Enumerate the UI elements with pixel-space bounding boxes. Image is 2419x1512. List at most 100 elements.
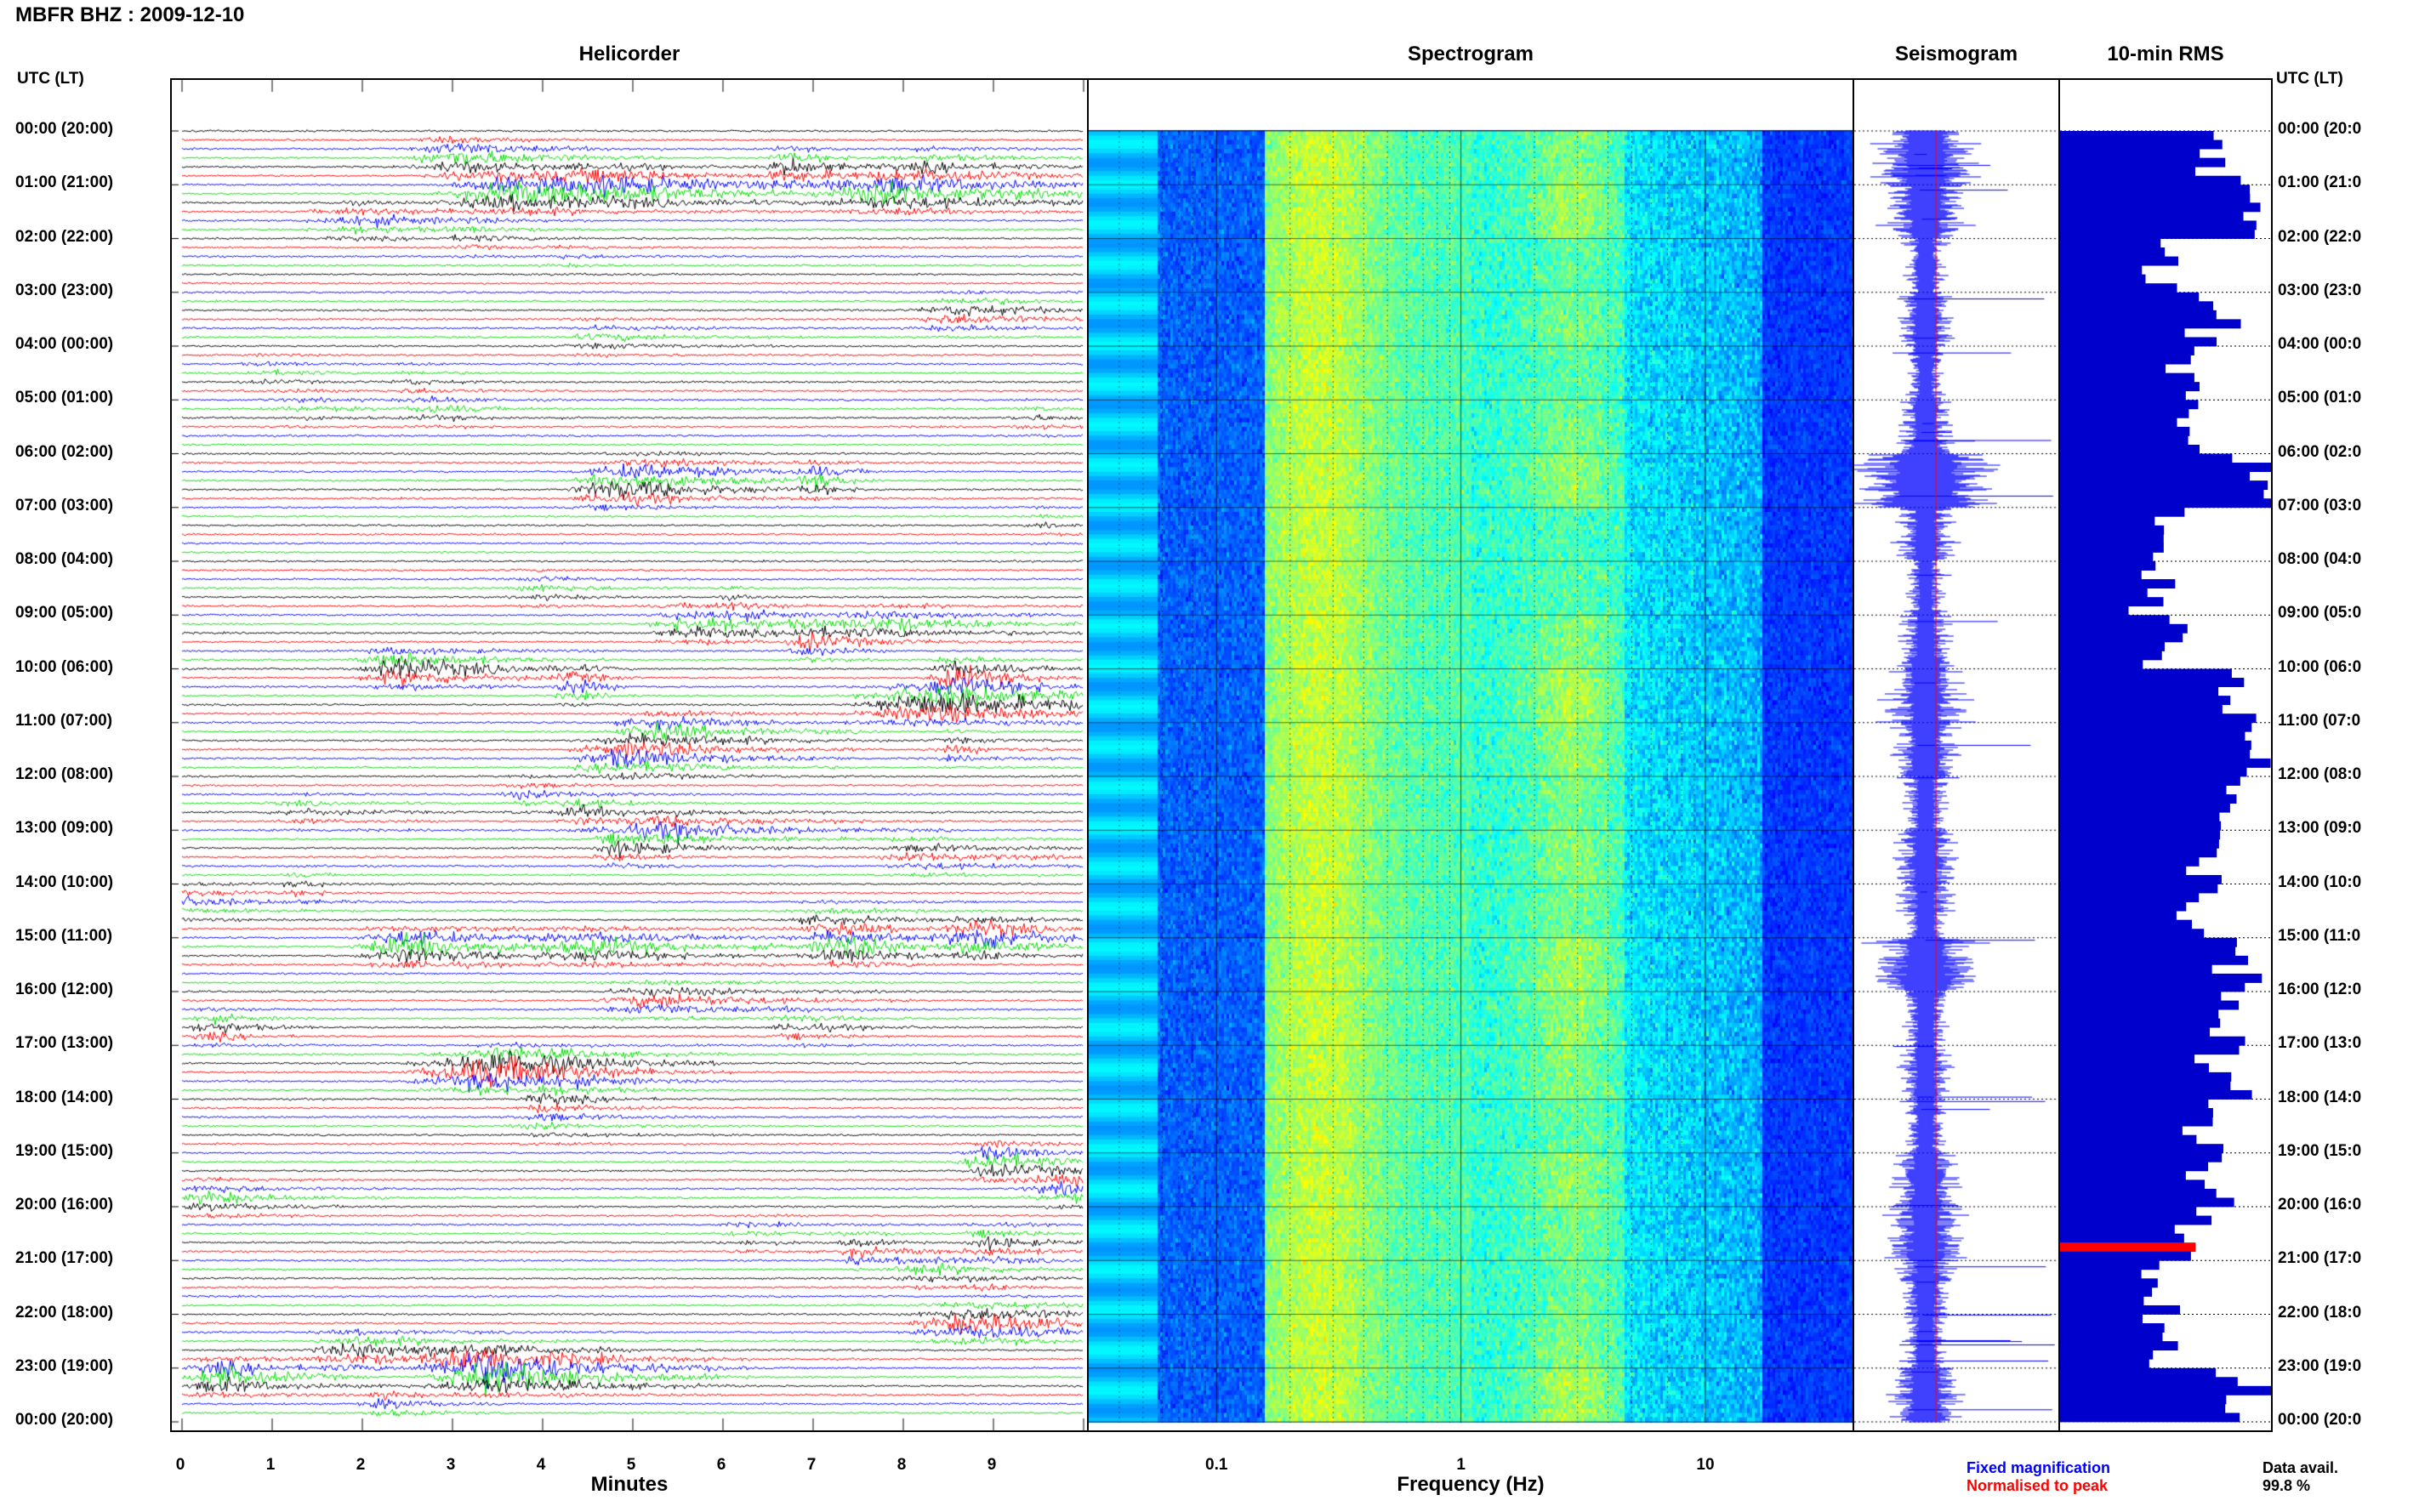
rms-bar — [2060, 1385, 2271, 1395]
spectrogram-x-tick: 1 — [1456, 1456, 1466, 1474]
rms-bar — [2060, 364, 2166, 374]
time-label-left: 08:00 (04:00) — [15, 550, 114, 568]
rms-bar — [2060, 758, 2271, 768]
rms-bar — [2060, 893, 2200, 902]
time-label-right: 21:00 (17:0 — [2278, 1249, 2362, 1268]
rms-bar — [2060, 696, 2231, 706]
rms-bar — [2060, 1099, 2209, 1109]
rms-bar — [2060, 1179, 2206, 1190]
rms-bar — [2060, 355, 2191, 365]
rms-bar — [2060, 1323, 2165, 1333]
rms-bar — [2060, 337, 2217, 347]
rms-bar — [2060, 1367, 2217, 1378]
rms-bar — [2060, 812, 2220, 822]
time-label-right: 13:00 (09:0 — [2278, 819, 2362, 838]
time-label-right: 15:00 (11:0 — [2278, 926, 2361, 945]
rms-bar — [2060, 1081, 2231, 1091]
rms-bar — [2060, 830, 2221, 840]
rms-bar — [2060, 507, 2185, 517]
helicorder-x-label: Minutes — [590, 1473, 669, 1496]
rms-plot — [2058, 78, 2273, 1432]
legend-normalised-to-peak: Normalised to peak — [1967, 1477, 2109, 1494]
rms-bar — [2060, 1197, 2234, 1208]
rms-bar — [2060, 131, 2214, 140]
time-label-right: 12:00 (08:0 — [2278, 765, 2362, 783]
time-label-right: 00:00 (20:0 — [2278, 120, 2362, 138]
time-label-left: 22:00 (18:00) — [15, 1303, 114, 1322]
time-label-right: 06:00 (02:0 — [2278, 442, 2362, 461]
rms-bar — [2060, 220, 2257, 230]
time-label-right: 22:00 (18:0 — [2278, 1303, 2362, 1322]
time-label-left: 00:00 (20:00) — [15, 1411, 114, 1429]
time-label-right: 02:00 (22:0 — [2278, 227, 2362, 246]
rms-bar — [2060, 1126, 2183, 1136]
rms-bar — [2060, 937, 2237, 947]
rms-bar — [2060, 525, 2165, 535]
rms-bar — [2060, 346, 2194, 355]
rms-bar — [2060, 704, 2223, 714]
rms-bar — [2060, 767, 2247, 777]
rms-bar — [2060, 749, 2251, 759]
rms-bar — [2060, 1063, 2209, 1073]
rms-bar — [2060, 1403, 2226, 1413]
rms-bar-flagged — [2060, 1242, 2196, 1253]
rms-bar — [2060, 247, 2166, 257]
time-label-right: 01:00 (21:0 — [2278, 173, 2362, 192]
time-label-left: 01:00 (21:00) — [15, 173, 114, 192]
helicorder-x-tick: 4 — [536, 1456, 546, 1474]
rms-bar — [2060, 552, 2154, 562]
rms-bar — [2060, 185, 2251, 195]
rms-bar — [2060, 588, 2148, 598]
rms-bar — [2060, 1215, 2212, 1225]
time-label-left: 23:00 (19:00) — [15, 1356, 114, 1375]
rms-bar — [2060, 929, 2205, 939]
rms-bars — [2060, 130, 2271, 1423]
rms-bar — [2060, 426, 2190, 436]
time-label-right: 11:00 (07:0 — [2278, 711, 2361, 730]
rms-bar — [2060, 229, 2255, 239]
rms-bar — [2060, 1377, 2238, 1387]
spectrogram-x-tick: 10 — [1696, 1456, 1715, 1474]
rms-bar — [2060, 668, 2232, 679]
rms-bar — [2060, 848, 2217, 858]
time-label-left: 09:00 (05:00) — [15, 604, 114, 622]
rms-bar — [2060, 1332, 2163, 1342]
rms-bar — [2060, 1287, 2153, 1297]
rms-bar — [2060, 1018, 2221, 1028]
helicorder-x-tick: 6 — [716, 1456, 726, 1474]
helicorder-title: Helicorder — [578, 43, 680, 65]
time-label-left: 02:00 (22:00) — [15, 227, 114, 246]
time-label-left: 10:00 (06:00) — [15, 657, 114, 676]
rms-bar — [2060, 992, 2222, 1001]
rms-bar — [2060, 579, 2176, 589]
rms-bar — [2060, 659, 2143, 669]
rms-bar — [2060, 803, 2230, 813]
time-label-right: 08:00 (04:0 — [2278, 550, 2362, 568]
rms-bar — [2060, 157, 2226, 168]
rms-bar — [2060, 1207, 2197, 1216]
rms-bar — [2060, 731, 2245, 742]
rms-bar — [2060, 327, 2185, 338]
time-label-left: 11:00 (07:00) — [15, 711, 113, 730]
helicorder-x-tick: 0 — [175, 1456, 185, 1474]
rms-bar — [2060, 543, 2164, 553]
rms-bar — [2060, 1000, 2240, 1010]
time-label-left: 12:00 (08:00) — [15, 765, 114, 783]
time-label-left: 13:00 (09:00) — [15, 819, 114, 838]
rms-bar — [2060, 623, 2188, 634]
rms-bar — [2060, 382, 2200, 392]
spectrogram-plot — [1087, 78, 1854, 1432]
spectrogram-heatmap — [1089, 80, 1853, 1430]
rms-bar — [2060, 633, 2183, 643]
rms-bar — [2060, 678, 2245, 687]
rms-bar — [2060, 884, 2218, 894]
rms-bar — [2060, 561, 2156, 571]
utc-label-right: UTC (LT) — [2276, 70, 2343, 88]
spectrogram-x-label: Frequency (Hz) — [1397, 1473, 1545, 1496]
time-label-left: 19:00 (15:00) — [15, 1141, 114, 1160]
legend-fixed-magnification: Fixed magnification — [1967, 1459, 2111, 1476]
rms-bar — [2060, 1071, 2232, 1082]
rms-bar — [2060, 1134, 2197, 1145]
helicorder-x-tick: 8 — [896, 1456, 907, 1474]
rms-bar — [2060, 1269, 2142, 1279]
